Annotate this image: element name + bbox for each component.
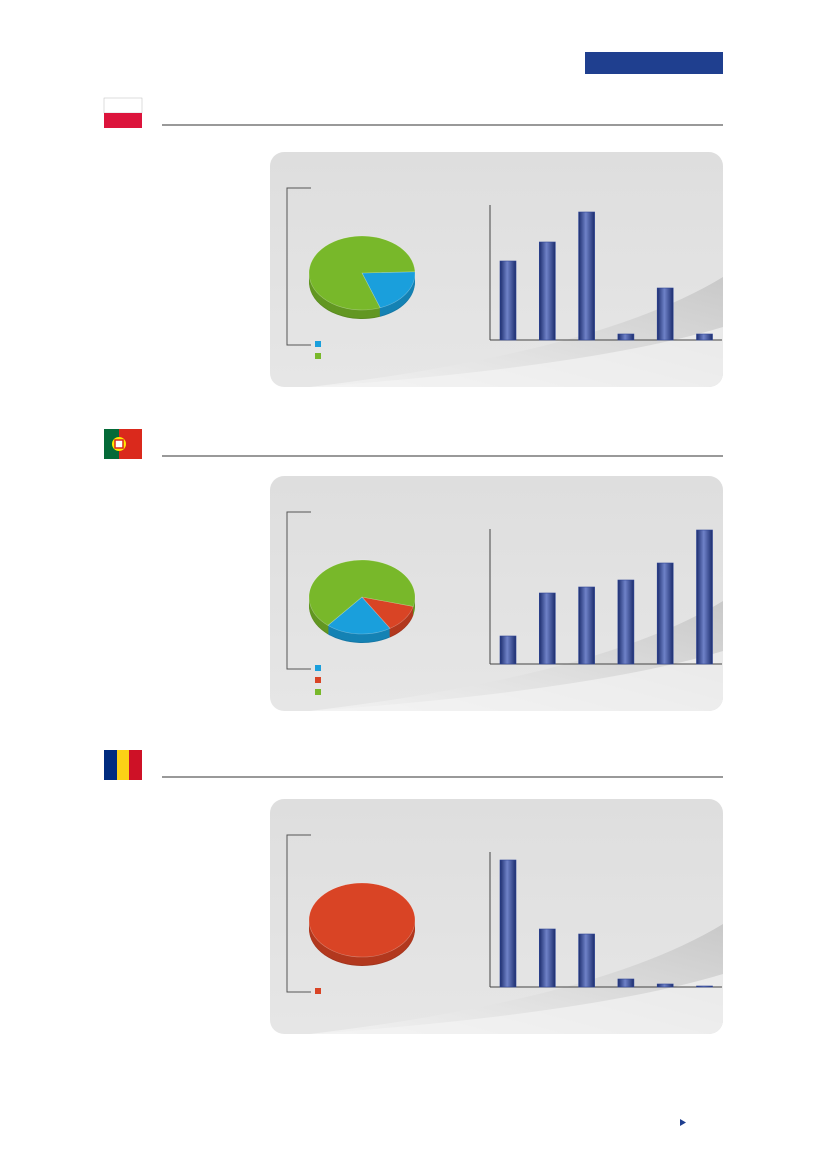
pie-bracket <box>286 834 311 993</box>
legend-swatch <box>315 689 321 695</box>
pie-bracket <box>286 187 311 346</box>
panel-swoosh-light <box>310 974 723 1034</box>
legend-swatch <box>315 353 321 359</box>
pie-slice <box>308 882 416 958</box>
bar <box>499 260 517 341</box>
bar <box>499 635 517 665</box>
legend-swatch <box>315 665 321 671</box>
bar <box>538 241 556 341</box>
bar <box>617 579 635 665</box>
pie-slice <box>308 235 416 311</box>
panel-swoosh-light <box>310 327 723 387</box>
panel-swoosh-light <box>310 651 723 711</box>
legend-swatch <box>315 988 321 994</box>
legend-swatch <box>315 677 321 683</box>
bar <box>538 592 556 665</box>
flag-poland <box>103 97 143 128</box>
pie-slice <box>361 271 416 309</box>
bar <box>538 928 556 988</box>
flag-portugal <box>104 429 142 459</box>
bar <box>696 333 713 341</box>
bar <box>696 985 713 988</box>
bar <box>578 586 595 665</box>
flag-romania <box>104 750 142 780</box>
pie-slice <box>308 559 416 626</box>
bar <box>656 562 674 665</box>
bar <box>617 333 635 341</box>
bar <box>696 529 713 665</box>
bar <box>617 978 635 988</box>
bar <box>656 287 674 341</box>
bar <box>499 859 517 988</box>
page-arrow <box>680 1119 686 1126</box>
legend-swatch <box>315 341 321 347</box>
bar <box>656 983 674 988</box>
bar <box>578 933 595 988</box>
bar <box>578 211 595 341</box>
pie-slice <box>361 596 414 629</box>
pie-slice <box>327 596 391 635</box>
pie-bracket <box>286 511 311 670</box>
header-tab <box>585 52 723 74</box>
